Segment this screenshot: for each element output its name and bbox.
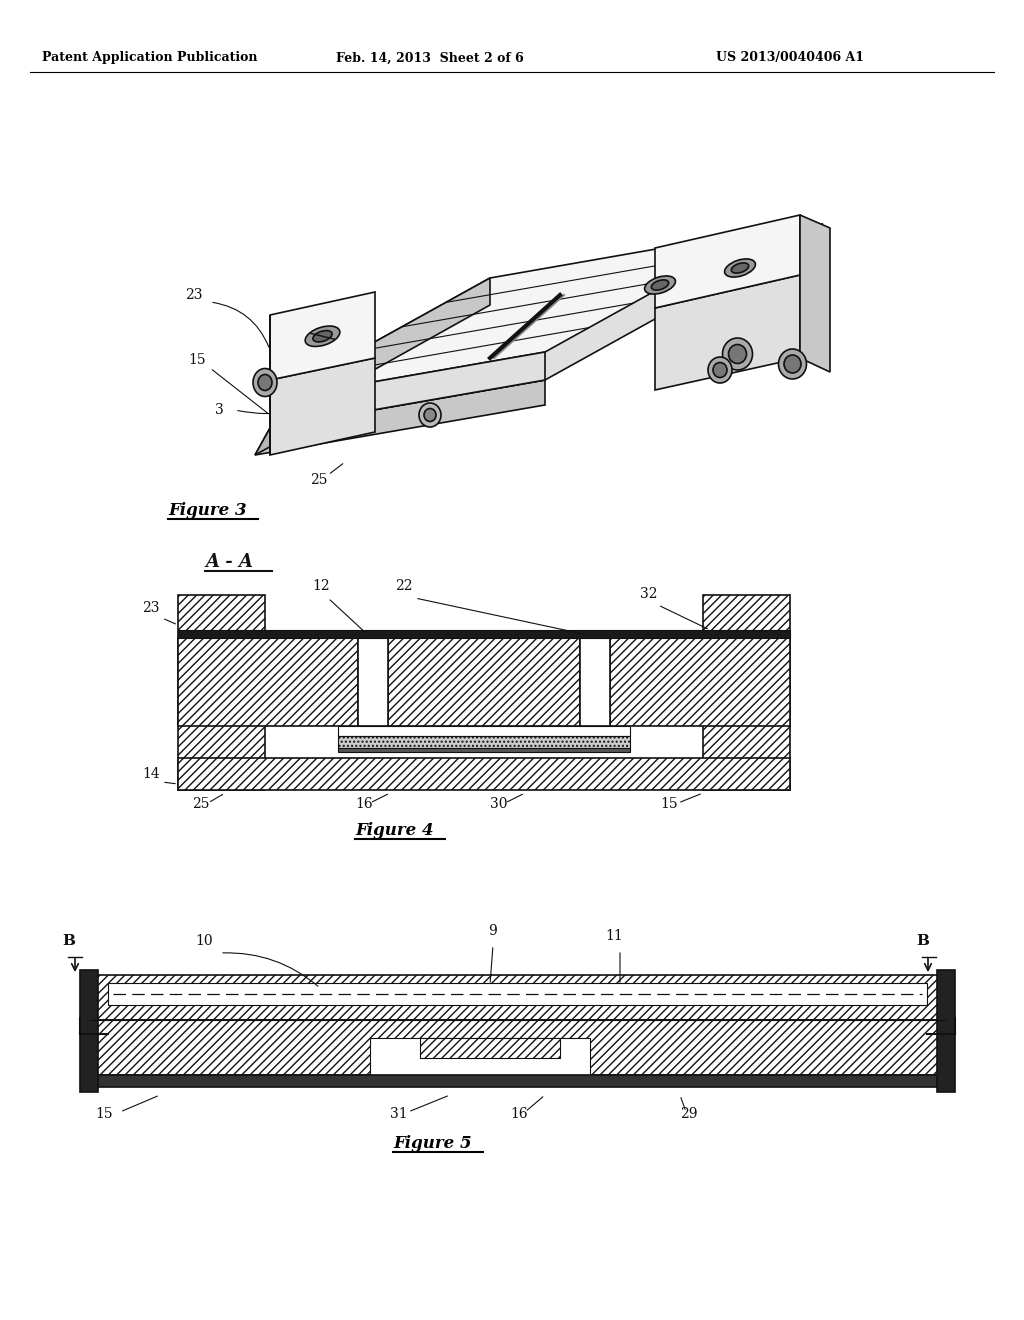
Bar: [90, 975, 945, 1020]
Polygon shape: [270, 292, 375, 380]
Ellipse shape: [778, 348, 807, 379]
Ellipse shape: [644, 276, 676, 294]
Text: 23: 23: [185, 288, 203, 302]
Bar: [338, 748, 630, 752]
Text: Patent Application Publication: Patent Application Publication: [42, 51, 258, 65]
Text: 15: 15: [95, 1107, 113, 1121]
Text: 3: 3: [215, 403, 224, 417]
Text: 9: 9: [488, 924, 497, 939]
Ellipse shape: [419, 403, 441, 426]
Ellipse shape: [731, 263, 749, 273]
Ellipse shape: [784, 355, 801, 374]
Text: 31: 31: [390, 1107, 408, 1121]
Bar: [338, 737, 630, 748]
Text: 15: 15: [660, 797, 678, 810]
Bar: [178, 630, 790, 638]
Text: 25: 25: [310, 473, 328, 487]
Bar: [388, 638, 580, 726]
Text: 15: 15: [188, 352, 206, 367]
Text: Feb. 14, 2013  Sheet 2 of 6: Feb. 14, 2013 Sheet 2 of 6: [336, 51, 524, 65]
Text: 14: 14: [142, 767, 160, 781]
Text: Figure 5: Figure 5: [393, 1135, 472, 1152]
Ellipse shape: [725, 259, 756, 277]
Text: 14: 14: [808, 223, 825, 238]
Polygon shape: [270, 352, 545, 428]
Ellipse shape: [713, 363, 727, 378]
Ellipse shape: [424, 408, 436, 421]
Bar: [370, 1038, 590, 1074]
Ellipse shape: [253, 368, 278, 396]
Ellipse shape: [708, 356, 732, 383]
Text: 11: 11: [605, 929, 623, 942]
Ellipse shape: [305, 326, 340, 346]
Polygon shape: [255, 380, 545, 455]
Text: 13: 13: [728, 271, 745, 285]
Text: A - A: A - A: [205, 553, 253, 572]
Ellipse shape: [723, 338, 753, 370]
Polygon shape: [800, 215, 830, 372]
Bar: [610, 638, 790, 726]
Bar: [108, 983, 927, 1005]
Bar: [420, 1038, 560, 1059]
Bar: [90, 1074, 945, 1086]
Text: B: B: [62, 935, 75, 948]
Polygon shape: [655, 215, 800, 308]
Text: 16: 16: [355, 797, 373, 810]
Ellipse shape: [651, 280, 669, 290]
Bar: [80, 970, 98, 1092]
Bar: [178, 638, 358, 726]
Bar: [580, 638, 610, 726]
Polygon shape: [270, 230, 765, 400]
Text: 10: 10: [195, 935, 213, 948]
Polygon shape: [255, 305, 490, 455]
Text: B: B: [916, 935, 929, 948]
Ellipse shape: [258, 375, 272, 391]
Text: Figure 3: Figure 3: [168, 502, 247, 519]
Text: 32: 32: [640, 587, 657, 601]
Bar: [178, 758, 790, 789]
Bar: [937, 970, 955, 1092]
Text: 16: 16: [510, 1107, 527, 1121]
Ellipse shape: [728, 345, 746, 363]
Bar: [178, 595, 265, 789]
Polygon shape: [655, 275, 800, 389]
Bar: [90, 1020, 945, 1074]
Ellipse shape: [313, 330, 332, 342]
Polygon shape: [270, 358, 375, 455]
Text: Figure 4: Figure 4: [355, 822, 433, 840]
Text: 25: 25: [193, 797, 210, 810]
Text: 30: 30: [490, 797, 508, 810]
Text: 23: 23: [142, 601, 160, 615]
Text: 29: 29: [680, 1107, 697, 1121]
Text: US 2013/0040406 A1: US 2013/0040406 A1: [716, 51, 864, 65]
Text: 13: 13: [728, 251, 745, 265]
Text: 22: 22: [395, 579, 413, 593]
Text: 12: 12: [312, 579, 330, 593]
Bar: [338, 726, 630, 737]
Bar: [358, 638, 388, 726]
Bar: [703, 595, 790, 789]
Polygon shape: [270, 279, 490, 428]
Polygon shape: [270, 257, 765, 428]
